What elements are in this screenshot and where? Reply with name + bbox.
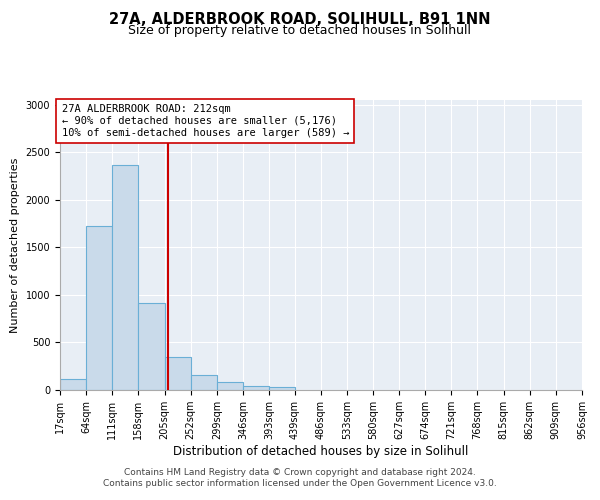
- Bar: [139, 304, 164, 390]
- Y-axis label: Number of detached properties: Number of detached properties: [10, 158, 20, 332]
- Bar: [60, 378, 86, 390]
- Text: 27A, ALDERBROOK ROAD, SOLIHULL, B91 1NN: 27A, ALDERBROOK ROAD, SOLIHULL, B91 1NN: [109, 12, 491, 28]
- Bar: [269, 387, 295, 390]
- Bar: [243, 386, 269, 390]
- Bar: [217, 382, 243, 390]
- Text: 27A ALDERBROOK ROAD: 212sqm
← 90% of detached houses are smaller (5,176)
10% of : 27A ALDERBROOK ROAD: 212sqm ← 90% of det…: [62, 104, 349, 138]
- Bar: [112, 164, 139, 390]
- Bar: [164, 356, 191, 390]
- X-axis label: Distribution of detached houses by size in Solihull: Distribution of detached houses by size …: [173, 445, 469, 458]
- Bar: [86, 226, 112, 390]
- Text: Contains HM Land Registry data © Crown copyright and database right 2024.
Contai: Contains HM Land Registry data © Crown c…: [103, 468, 497, 487]
- Bar: [191, 376, 217, 390]
- Text: Size of property relative to detached houses in Solihull: Size of property relative to detached ho…: [128, 24, 472, 37]
